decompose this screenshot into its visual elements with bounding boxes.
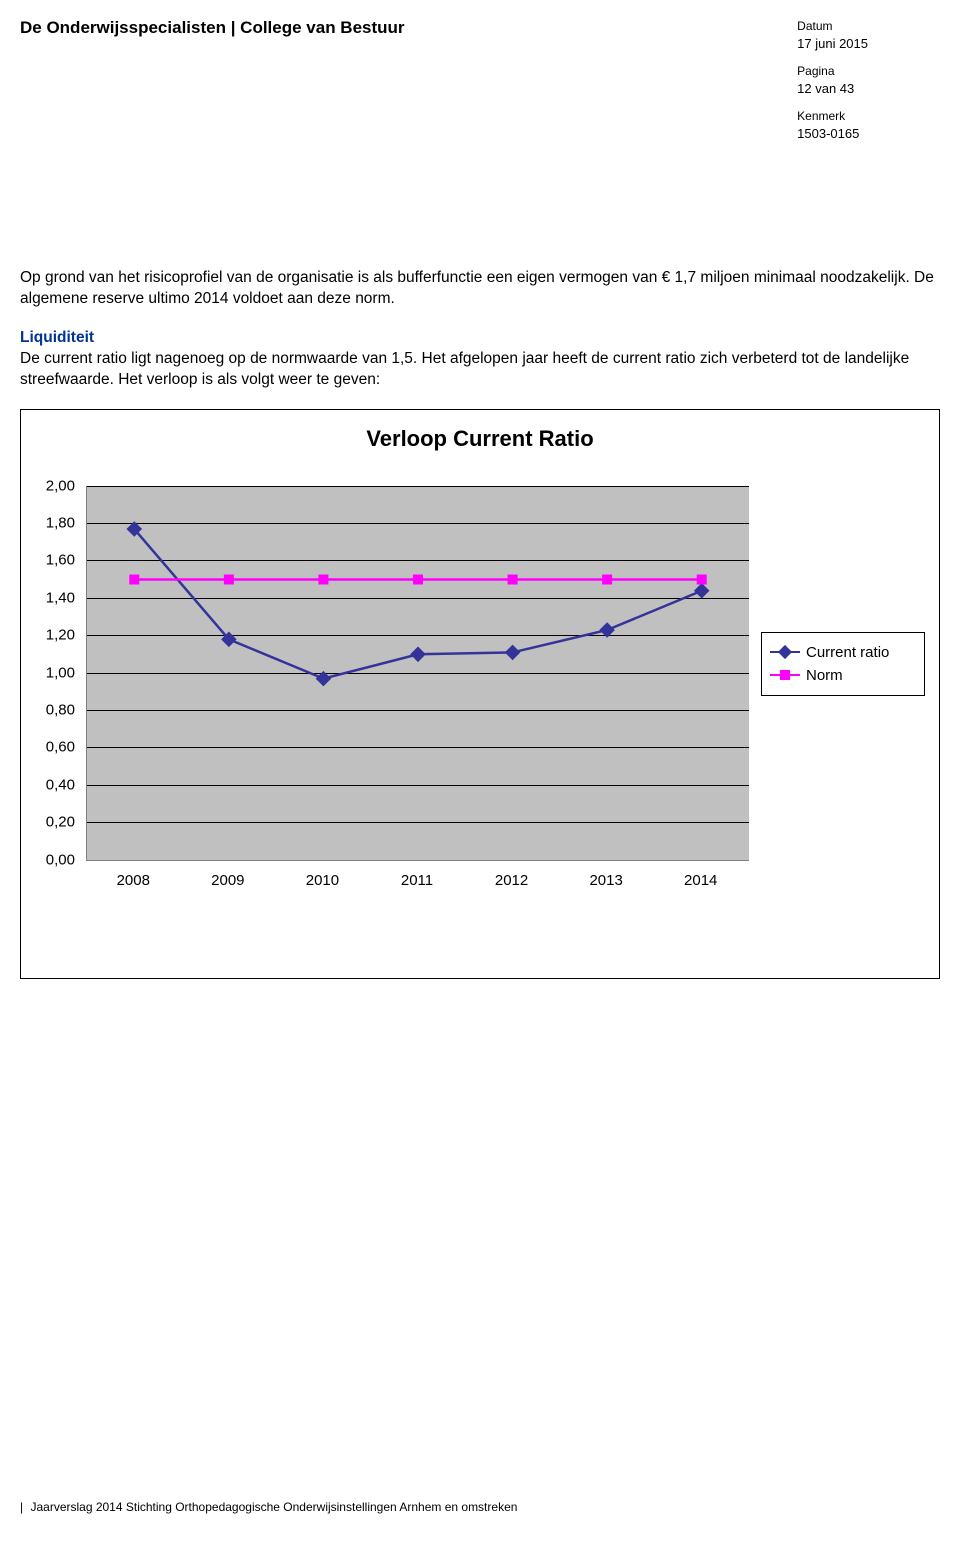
series-marker bbox=[224, 574, 234, 584]
meta-ref-label: Kenmerk bbox=[797, 108, 868, 125]
footer-text: Jaarverslag 2014 Stichting Orthopedagogi… bbox=[30, 1500, 517, 1514]
series-marker bbox=[129, 574, 139, 584]
series-marker bbox=[697, 574, 707, 584]
y-tick-label: 1,00 bbox=[46, 664, 75, 681]
y-tick-label: 0,40 bbox=[46, 776, 75, 793]
meta-ref-value: 1503-0165 bbox=[797, 125, 868, 143]
y-tick-label: 0,00 bbox=[46, 851, 75, 868]
legend-item: Norm bbox=[770, 664, 916, 687]
x-tick-label: 2008 bbox=[117, 872, 150, 889]
x-tick-label: 2013 bbox=[589, 872, 622, 889]
y-tick-label: 1,80 bbox=[46, 514, 75, 531]
series-marker bbox=[599, 622, 615, 638]
page-footer: | Jaarverslag 2014 Stichting Orthopedago… bbox=[20, 1500, 517, 1514]
series-marker bbox=[410, 646, 426, 662]
plot-area bbox=[86, 486, 749, 861]
y-tick-label: 1,60 bbox=[46, 552, 75, 569]
y-tick-label: 0,20 bbox=[46, 814, 75, 831]
chart-legend: Current ratio Norm bbox=[759, 480, 939, 910]
meta-page-value: 12 van 43 bbox=[797, 80, 868, 98]
y-tick-label: 1,40 bbox=[46, 589, 75, 606]
legend-swatch bbox=[770, 668, 800, 682]
body-text: Op grond van het risicoprofiel van de or… bbox=[0, 268, 960, 391]
section-title-liquiditeit: Liquiditeit bbox=[20, 328, 940, 349]
series-marker bbox=[602, 574, 612, 584]
series-marker bbox=[413, 574, 423, 584]
legend-swatch bbox=[770, 645, 800, 659]
y-tick-label: 2,00 bbox=[46, 477, 75, 494]
page-header: De Onderwijsspecialisten | College van B… bbox=[0, 0, 960, 153]
header-meta: Datum 17 juni 2015 Pagina 12 van 43 Kenm… bbox=[797, 18, 868, 153]
series-marker bbox=[505, 644, 521, 660]
x-axis-labels: 2008 2009 2010 2011 2012 2013 2014 bbox=[86, 868, 749, 898]
y-tick-label: 0,60 bbox=[46, 739, 75, 756]
x-tick-label: 2011 bbox=[401, 872, 433, 889]
meta-page-label: Pagina bbox=[797, 63, 868, 80]
x-tick-label: 2010 bbox=[306, 872, 339, 889]
meta-date-value: 17 juni 2015 bbox=[797, 35, 868, 53]
series-marker bbox=[508, 574, 518, 584]
chart-container: Verloop Current Ratio 0,000,200,400,600,… bbox=[20, 409, 940, 979]
y-tick-label: 1,20 bbox=[46, 627, 75, 644]
legend-item: Current ratio bbox=[770, 641, 916, 664]
paragraph-1: Op grond van het risicoprofiel van de or… bbox=[20, 268, 940, 310]
legend-box: Current ratio Norm bbox=[761, 632, 925, 696]
legend-label: Current ratio bbox=[806, 644, 889, 661]
chart-area: 0,00 0,20 0,40 0,60 0,80 1,00 1,20 1,40 1,60 1,80… bbox=[21, 480, 939, 910]
series-marker bbox=[318, 574, 328, 584]
plot-svg bbox=[87, 486, 749, 860]
series-marker bbox=[694, 583, 710, 599]
paragraph-2: De current ratio ligt nagenoeg op de nor… bbox=[20, 349, 940, 391]
x-tick-label: 2009 bbox=[211, 872, 244, 889]
x-tick-label: 2014 bbox=[684, 872, 717, 889]
series-marker bbox=[316, 670, 332, 686]
legend-label: Norm bbox=[806, 667, 843, 684]
footer-prefix: | bbox=[20, 1500, 23, 1514]
chart-title: Verloop Current Ratio bbox=[21, 426, 939, 452]
x-tick-label: 2012 bbox=[495, 872, 528, 889]
header-org-title: De Onderwijsspecialisten | College van B… bbox=[20, 18, 405, 153]
y-axis-labels: 0,00 0,20 0,40 0,60 0,80 1,00 1,20 1,40 1,60 1,80… bbox=[21, 480, 79, 910]
meta-date-label: Datum bbox=[797, 18, 868, 35]
chart-main: 0,00 0,20 0,40 0,60 0,80 1,00 1,20 1,40 1,60 1,80… bbox=[21, 480, 759, 910]
y-tick-label: 0,80 bbox=[46, 701, 75, 718]
